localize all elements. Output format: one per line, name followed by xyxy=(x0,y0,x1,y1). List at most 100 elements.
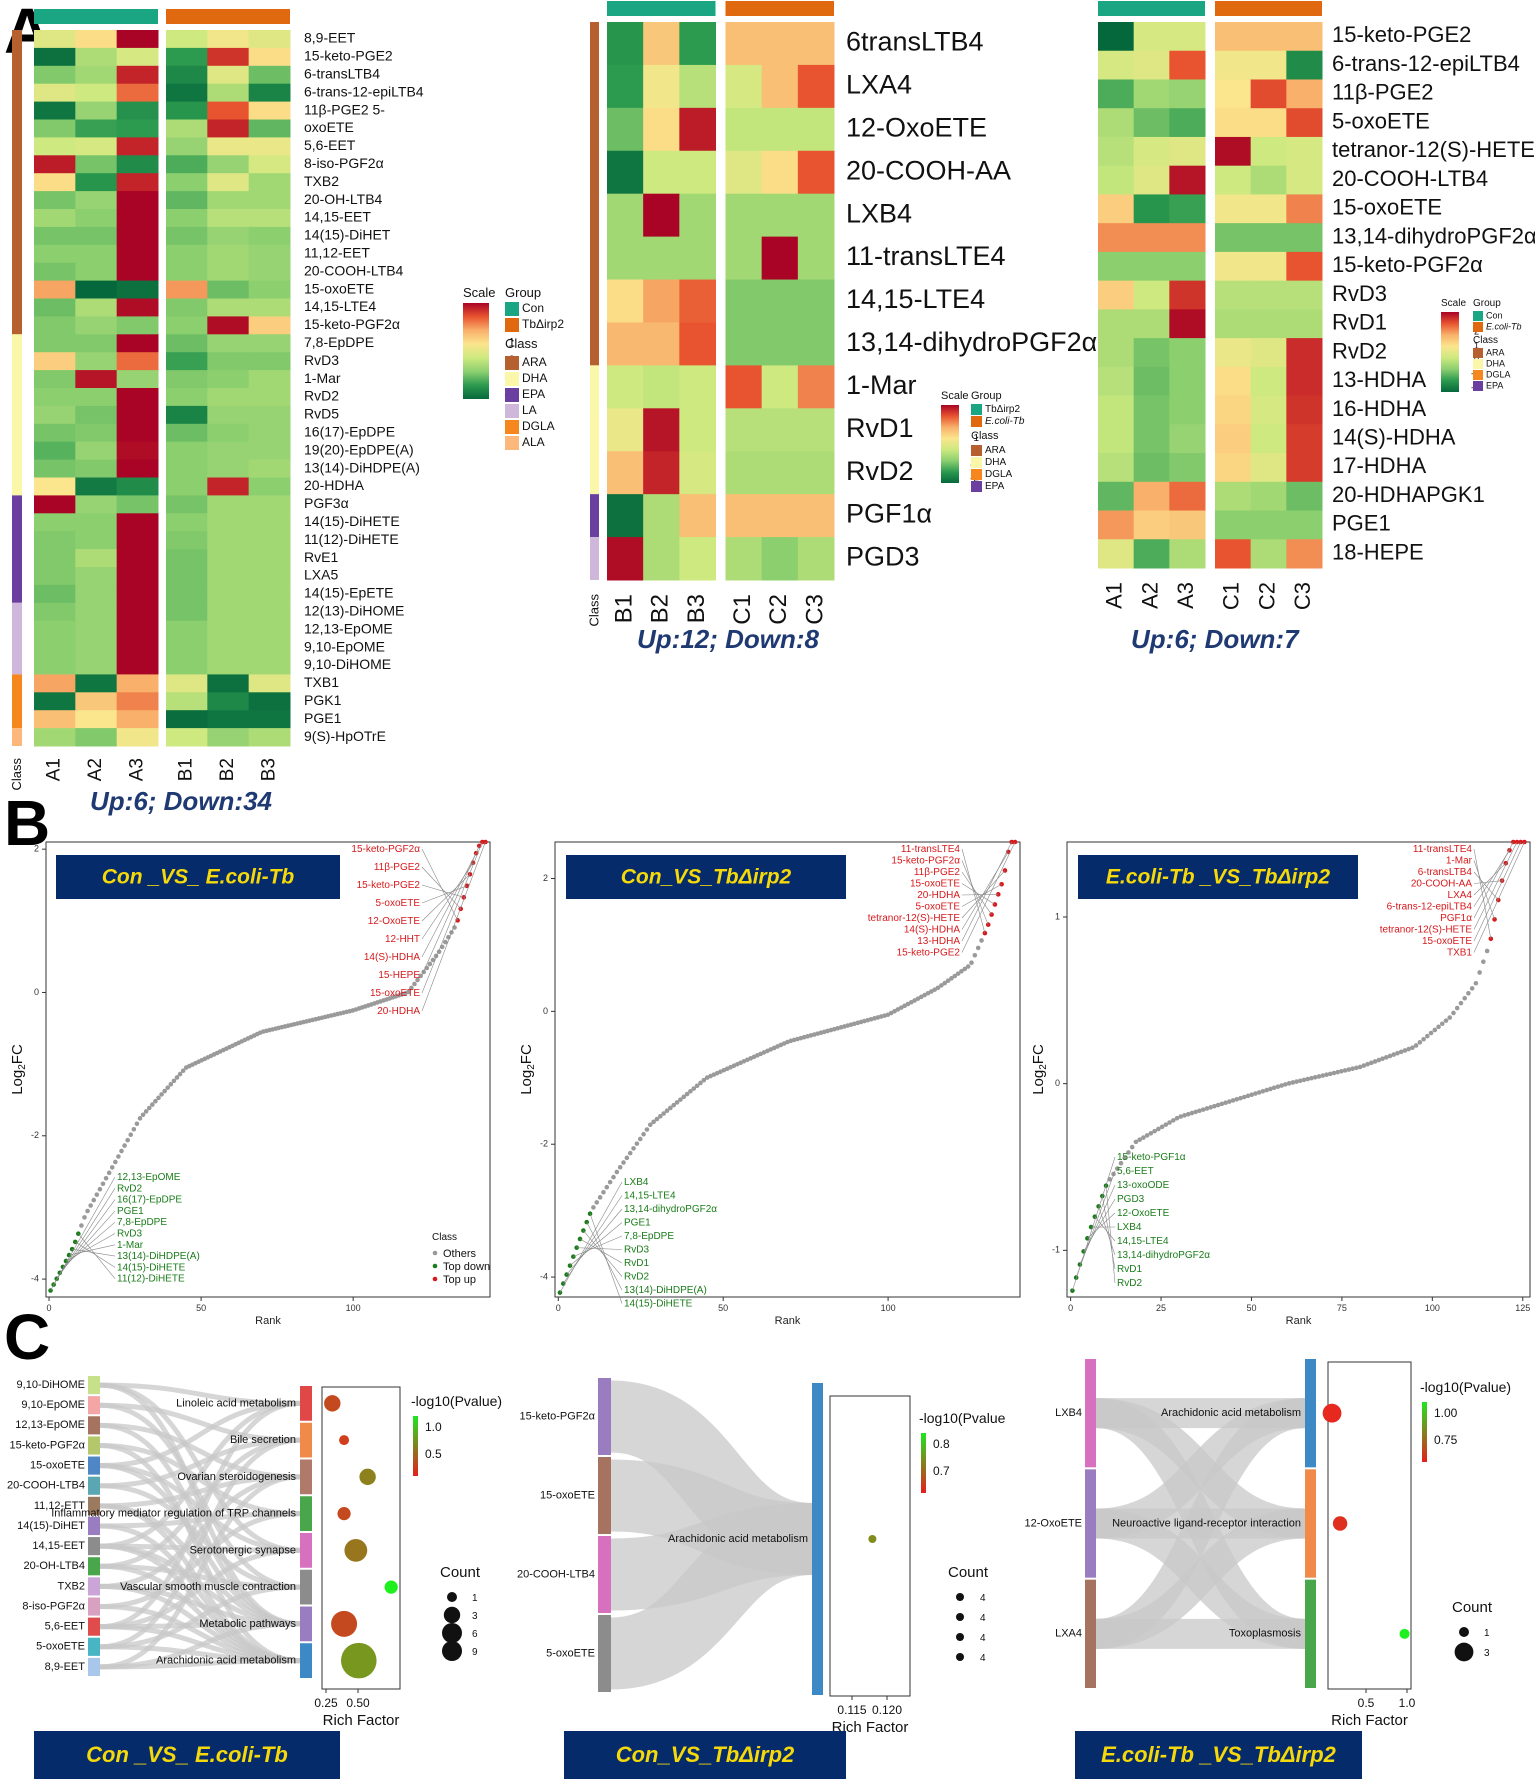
data-point xyxy=(1301,1077,1307,1083)
down-label: 12-OxoETE xyxy=(1117,1208,1170,1219)
heatmap-cell xyxy=(34,728,76,747)
up-label: 11β-PGE2 xyxy=(374,862,421,873)
heatmap-cell xyxy=(207,602,250,622)
label-leader xyxy=(1473,841,1514,919)
legend-class-item: DHA xyxy=(985,457,1006,468)
heatmap-cell xyxy=(116,405,159,425)
legend-class-item: ARA xyxy=(522,355,547,369)
heatmap-cell xyxy=(679,150,716,195)
heatmap-cell xyxy=(207,620,250,640)
data-point xyxy=(82,1215,87,1220)
data-point xyxy=(591,1205,596,1210)
sankey-flow xyxy=(99,1442,301,1517)
heatmap-cell xyxy=(207,226,250,246)
data-point xyxy=(1462,995,1467,1001)
label-leader xyxy=(961,851,1009,930)
row-label: RvD3 xyxy=(304,352,339,368)
up-label: 5-oxoETE xyxy=(376,898,421,909)
heatmap-cell xyxy=(166,513,208,532)
legend-scale-title: Scale xyxy=(1441,298,1466,309)
heatmap-cell xyxy=(1215,424,1252,454)
down-label: PGE1 xyxy=(624,1218,651,1229)
heatmap-cell xyxy=(1250,251,1287,282)
heatmap-cell xyxy=(34,656,76,675)
sankey-source-label: 8,9-EET xyxy=(45,1661,86,1673)
heatmap-cell xyxy=(1215,338,1252,368)
heatmap-cell xyxy=(166,477,208,496)
row-label: RvD1 xyxy=(846,413,914,443)
data-point xyxy=(1391,1052,1397,1057)
enrichment-bubble xyxy=(359,1468,376,1486)
label-leader xyxy=(579,1238,623,1264)
heatmap-cell xyxy=(207,137,250,156)
down-label: 13-oxoODE xyxy=(1117,1180,1170,1191)
heatmap-cell xyxy=(116,352,159,371)
heatmap-cell xyxy=(248,262,291,282)
size-legend-title: Count xyxy=(948,1564,989,1581)
heatmap-cell xyxy=(1133,539,1170,569)
row-label: PGF3α xyxy=(304,495,349,511)
data-point xyxy=(1466,991,1471,996)
heatmap-cell xyxy=(1250,79,1287,109)
row-label: 20-COOH-AA xyxy=(846,155,1011,185)
group-bar-left xyxy=(607,1,716,16)
heatmap-cell xyxy=(166,728,208,747)
data-point xyxy=(1144,1133,1150,1138)
pathway-label: Ovarian steroidogenesis xyxy=(177,1471,296,1483)
heatmap-cell xyxy=(34,352,76,371)
heatmap-cell xyxy=(34,602,76,622)
heatmap-cell xyxy=(797,408,835,452)
heatmap-cell xyxy=(166,549,208,568)
heatmap-cell xyxy=(643,107,680,152)
heatmap-cell xyxy=(207,531,250,550)
heatmap-cell xyxy=(34,549,76,568)
heatmap-cell xyxy=(207,191,250,210)
down-label: 7,8-EpDPE xyxy=(624,1231,674,1242)
legend-scale-title: Scale xyxy=(463,285,496,300)
size-legend-value: 6 xyxy=(472,1629,478,1640)
row-label: 5-oxoETE xyxy=(1332,108,1430,133)
color-legend-title: -log10(Pvalue) xyxy=(1420,1379,1511,1395)
data-point xyxy=(1309,1075,1314,1081)
enrichment-bubble xyxy=(1399,1628,1410,1639)
heatmap-cell xyxy=(1098,280,1135,310)
plot-frame xyxy=(45,841,491,1298)
row-label: 20-HDHA xyxy=(304,477,365,493)
class-bar-ala xyxy=(12,728,22,746)
data-point xyxy=(1398,1049,1404,1055)
plot-title: Con_VS_TbΔirp2 xyxy=(621,866,792,889)
heatmap-cell xyxy=(679,22,716,66)
legend-group-swatch xyxy=(1473,311,1483,321)
heatmap-cell xyxy=(75,370,118,389)
row-label: 15-oxoETE xyxy=(304,280,374,296)
heatmap-cell xyxy=(248,459,291,478)
heatmap-cell xyxy=(607,193,644,238)
y-axis-suffix: FC xyxy=(1030,1044,1047,1064)
heatmap-cell xyxy=(75,191,118,210)
legend-group-item: E.coli-Tb xyxy=(985,416,1025,427)
row-label: TXB1 xyxy=(304,674,339,690)
data-point xyxy=(614,1169,620,1175)
plot-title: Con _VS_ E.coli-Tb xyxy=(102,866,295,889)
data-point xyxy=(932,987,938,992)
data-point xyxy=(1383,1055,1389,1060)
data-point xyxy=(641,1131,646,1137)
heatmap-cell xyxy=(116,30,159,49)
heatmap-cell xyxy=(166,423,208,443)
sankey-flow xyxy=(99,1547,301,1630)
data-point xyxy=(594,1200,600,1205)
legend-group-title: Group xyxy=(505,285,541,300)
row-label: 15-oxoETE xyxy=(1332,195,1442,220)
heatmap-cell xyxy=(34,316,76,335)
legend-tick: 1 xyxy=(508,336,515,350)
heatmap-cell xyxy=(116,602,159,622)
size-legend-value: 3 xyxy=(1484,1648,1490,1659)
enrichment-bubble xyxy=(1322,1403,1342,1423)
y-tick-label: 2 xyxy=(543,873,548,883)
sankey-source-node xyxy=(88,1376,100,1395)
up-label: 15-oxoETE xyxy=(910,879,960,890)
heatmap-cell xyxy=(207,423,250,443)
data-point xyxy=(1107,1177,1113,1182)
label-leader xyxy=(1473,850,1510,907)
heatmap-cell xyxy=(1098,108,1135,138)
